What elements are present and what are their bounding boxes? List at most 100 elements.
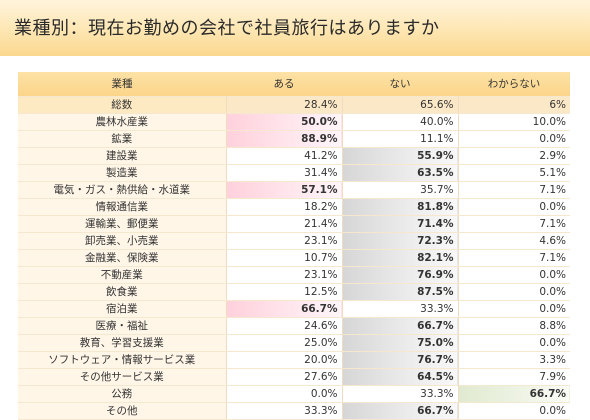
table-row: 医療・福祉 24.6% 66.7% 8.8% [18,317,570,335]
cell-no: 66.7% [341,402,458,420]
row-label: 情報通信業 [18,198,226,216]
cell-no: 35.7% [341,181,458,199]
table-row: 建設業 41.2% 55.9% 2.9% [18,147,570,165]
cell-unknown: 0.0% [457,300,570,318]
cell-no: 76.7% [341,351,458,369]
cell-no: 72.3% [341,232,458,250]
row-label: ソフトウェア・情報サービス業 [18,351,226,369]
page-title: 業種別：現在お勤めの会社で社員旅行はありますか [14,18,440,39]
cell-unknown: 7.9% [457,368,570,386]
table-body: 総数 28.4% 65.6% 6% 農林水産業 50.0% 40.0% 10.0% 鉱業… [18,96,570,420]
header-industry: 業種 [18,72,226,97]
cell-yes: 12.5% [225,283,342,301]
row-label: 卸売業、小売業 [18,232,226,250]
cell-yes: 28.4% [225,96,342,114]
cell-no: 82.1% [341,249,458,267]
table-row: 教育、学習支援業 25.0% 75.0% 0.0% [18,334,570,352]
cell-unknown: 66.7% [457,385,570,403]
row-label: 建設業 [18,147,226,165]
row-label: 農林水産業 [18,113,226,131]
table-row: 公務 0.0% 33.3% 66.7% [18,385,570,403]
cell-unknown: 7.1% [457,249,570,267]
cell-unknown: 0.0% [457,266,570,284]
table-row: 金融業、保険業 10.7% 82.1% 7.1% [18,249,570,267]
cell-yes: 24.6% [225,317,342,335]
cell-yes: 31.4% [225,164,342,182]
header-yes: ある [226,72,342,97]
header-unknown: わからない [458,72,570,97]
table-row: 農林水産業 50.0% 40.0% 10.0% [18,113,570,131]
cell-no: 75.0% [341,334,458,352]
cell-no: 71.4% [341,215,458,233]
table-row: 情報通信業 18.2% 81.8% 0.0% [18,198,570,216]
cell-unknown: 0.0% [457,198,570,216]
cell-yes: 23.1% [225,232,342,250]
cell-yes: 41.2% [225,147,342,165]
cell-no: 81.8% [341,198,458,216]
header-no: ない [342,72,458,97]
cell-no: 76.9% [341,266,458,284]
cell-yes: 88.9% [225,130,342,148]
cell-unknown: 6% [457,96,570,114]
table-row: 電気・ガス・熱供給・水道業 57.1% 35.7% 7.1% [18,181,570,199]
table-row: 不動産業 23.1% 76.9% 0.0% [18,266,570,284]
row-label: その他 [18,402,226,420]
cell-no: 33.3% [341,385,458,403]
cell-yes: 10.7% [225,249,342,267]
table-row: ソフトウェア・情報サービス業 20.0% 76.7% 3.3% [18,351,570,369]
cell-yes: 23.1% [225,266,342,284]
cell-no: 65.6% [341,96,458,114]
cell-unknown: 7.1% [457,181,570,199]
cell-unknown: 0.0% [457,130,570,148]
cell-yes: 20.0% [225,351,342,369]
cell-unknown: 3.3% [457,351,570,369]
cell-unknown: 8.8% [457,317,570,335]
cell-no: 87.5% [341,283,458,301]
table-row: 卸売業、小売業 23.1% 72.3% 4.6% [18,232,570,250]
row-label: 製造業 [18,164,226,182]
cell-unknown: 2.9% [457,147,570,165]
row-label: 宿泊業 [18,300,226,318]
row-label: 飲食業 [18,283,226,301]
cell-yes: 0.0% [225,385,342,403]
cell-unknown: 5.1% [457,164,570,182]
cell-unknown: 10.0% [457,113,570,131]
row-label: 電気・ガス・熱供給・水道業 [18,181,226,199]
row-label: 医療・福祉 [18,317,226,335]
cell-no: 11.1% [341,130,458,148]
cell-unknown: 0.0% [457,334,570,352]
cell-yes: 27.6% [225,368,342,386]
table-row: その他 33.3% 66.7% 0.0% [18,402,570,420]
row-label: 教育、学習支援業 [18,334,226,352]
cell-unknown: 7.1% [457,215,570,233]
cell-unknown: 4.6% [457,232,570,250]
row-label: 総数 [18,96,226,114]
cell-yes: 21.4% [225,215,342,233]
cell-yes: 25.0% [225,334,342,352]
table-row: 運輸業、郵便業 21.4% 71.4% 7.1% [18,215,570,233]
survey-table-container: 業種 ある ない わからない 総数 28.4% 65.6% 6% 農林水産業 50… [18,72,570,420]
cell-no: 33.3% [341,300,458,318]
table-row: 製造業 31.4% 63.5% 5.1% [18,164,570,182]
row-label: その他サービス業 [18,368,226,386]
row-label: 運輸業、郵便業 [18,215,226,233]
table-row: 宿泊業 66.7% 33.3% 0.0% [18,300,570,318]
cell-yes: 57.1% [225,181,342,199]
cell-no: 63.5% [341,164,458,182]
cell-no: 66.7% [341,317,458,335]
survey-table: 業種 ある ない わからない 総数 28.4% 65.6% 6% 農林水産業 50… [18,72,570,420]
table-row: 飲食業 12.5% 87.5% 0.0% [18,283,570,301]
cell-yes: 33.3% [225,402,342,420]
cell-unknown: 0.0% [457,283,570,301]
row-label: 金融業、保険業 [18,249,226,267]
row-label: 不動産業 [18,266,226,284]
cell-yes: 50.0% [225,113,342,131]
row-label: 鉱業 [18,130,226,148]
row-label: 公務 [18,385,226,403]
table-row: 鉱業 88.9% 11.1% 0.0% [18,130,570,148]
cell-yes: 66.7% [225,300,342,318]
cell-no: 40.0% [341,113,458,131]
title-banner [0,0,590,56]
table-row: その他サービス業 27.6% 64.5% 7.9% [18,368,570,386]
cell-unknown: 0.0% [457,402,570,420]
